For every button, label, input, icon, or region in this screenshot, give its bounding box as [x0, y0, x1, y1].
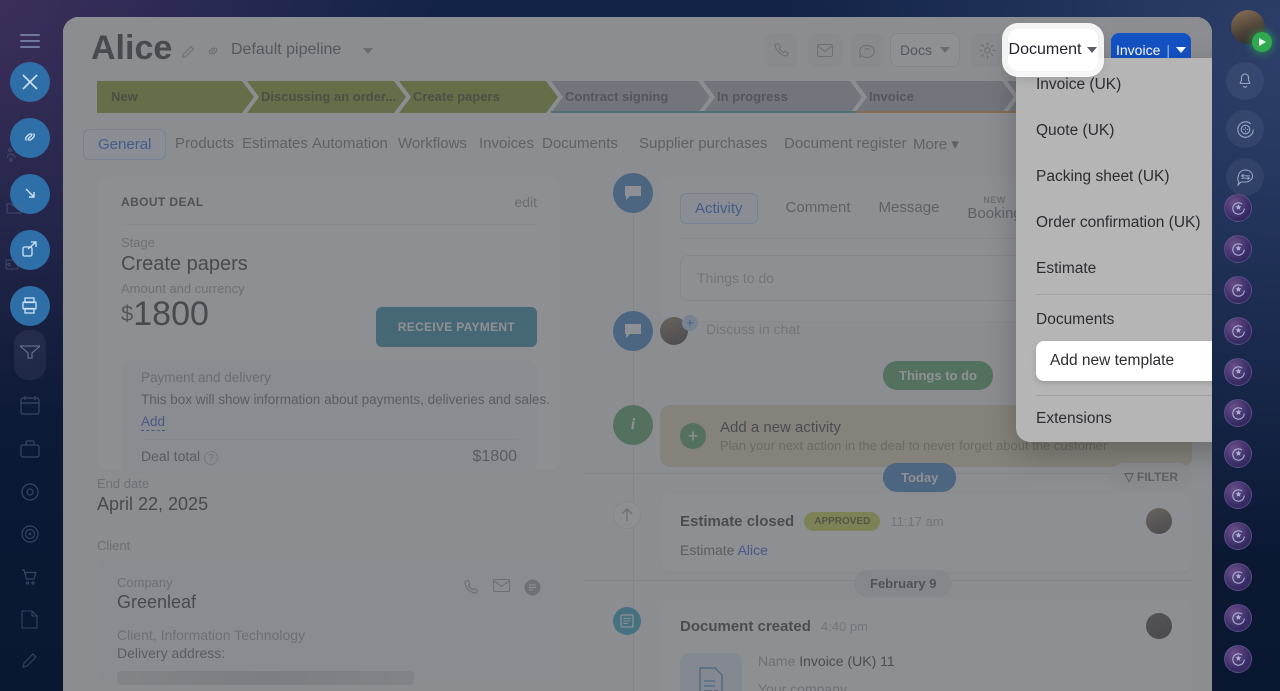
svg-text:New: New — [111, 89, 139, 104]
svg-text:Discussing an order...: Discussing an order... — [261, 89, 396, 104]
svg-text:Create papers: Create papers — [413, 89, 500, 104]
